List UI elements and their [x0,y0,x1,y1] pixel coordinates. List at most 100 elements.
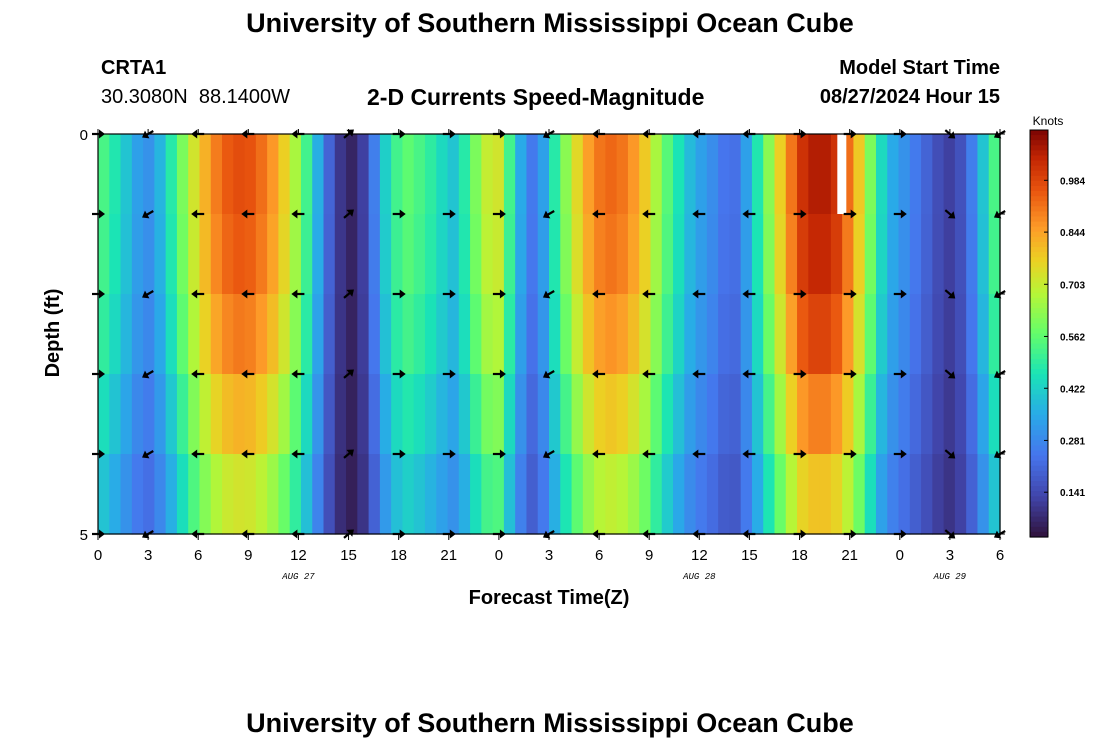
heat-cell [864,294,877,375]
heat-cell [571,374,584,455]
heat-cell [492,374,505,455]
x-tick-label: 15 [741,547,758,564]
heat-cell [98,374,110,455]
heat-cell [503,374,516,455]
heat-cell [481,294,494,375]
heat-cell [718,214,731,295]
colorbar-segment [1030,211,1048,218]
heat-cell [481,374,494,455]
heat-cell [977,454,990,535]
heat-cell [627,134,640,215]
heat-cell [988,454,1001,535]
heat-cell [808,134,821,215]
heat-cell [143,454,155,535]
colorbar-tick-label: 0.844 [1060,228,1085,239]
current-arrow [592,369,606,379]
current-arrow [893,369,907,379]
current-arrow [442,209,456,219]
heat-cell [751,134,764,215]
heat-cell [853,294,866,375]
heat-cell [650,134,663,215]
current-arrow [692,449,706,459]
y-axis: 05 [80,127,1005,544]
heat-cell [188,134,201,215]
heat-cell [120,374,133,455]
current-arrow [492,449,506,459]
current-arrow [944,449,956,459]
heat-cell [594,294,606,375]
x-date-label: AUG 28 [682,572,716,582]
heat-cell [549,214,561,295]
colorbar-segment [1030,318,1048,324]
colorbar-segment [1030,364,1048,370]
heat-cell [729,374,742,455]
heat-cell [424,214,437,295]
heat-cell [233,214,246,295]
heat-cell [470,454,482,535]
x-axis-label: Forecast Time(Z) [469,587,630,609]
heat-cell [300,454,313,535]
current-arrow [793,289,807,299]
heat-cell [605,374,618,455]
colorbar-segment [1030,353,1048,360]
heat-cell [774,454,787,535]
heat-cell [808,374,821,455]
heat-cell [481,214,494,295]
heat-cell [368,374,381,455]
heat-cell [470,374,482,455]
y-tick-label: 0 [80,127,88,144]
heat-cell [492,294,505,375]
heat-cell [537,214,550,295]
heat-cell [470,294,482,375]
heat-cell [109,134,122,215]
heat-cell [661,294,674,375]
colorbar-segment [1030,379,1048,385]
heat-cell [199,294,212,375]
heat-cell [154,374,167,455]
heat-cell [785,294,798,375]
heat-cell [222,454,234,535]
heat-cell [661,454,674,535]
heat-cell [413,134,426,215]
x-tick-label: 0 [495,547,503,564]
heat-cell [323,374,336,455]
heat-cell [199,134,212,215]
heat-cell [357,214,370,295]
colorbar-segment [1030,140,1048,146]
heat-cell [751,454,764,535]
heat-cell [774,294,787,375]
current-arrow [343,529,354,539]
heat-cell [402,374,415,455]
heat-cell [875,214,888,295]
heat-cell [379,374,392,455]
heat-cell [627,214,640,295]
heat-cell [537,454,550,535]
current-arrow [492,369,506,379]
heat-cell [954,294,967,375]
heat-cell [120,294,133,375]
colorbar-segment [1030,252,1048,258]
heat-cell [830,134,843,215]
heat-cell [977,214,990,295]
colorbar-label: Knots [1033,114,1064,128]
colorbar-segment [1030,196,1048,202]
heat-cell [368,134,381,215]
heat-cell [673,134,685,215]
heat-cell [887,294,900,375]
heat-cell [616,294,629,375]
current-arrow [793,369,807,379]
heat-cell [413,294,426,375]
heat-cell [436,214,449,295]
colorbar-segment [1030,445,1048,452]
colorbar-segment [1030,150,1048,157]
x-tick-label: 18 [791,547,808,564]
heat-cell [210,374,223,455]
y-tick-label: 5 [80,527,88,544]
x-tick-label: 18 [390,547,407,564]
heat-cell [379,134,392,215]
heat-cell [436,294,449,375]
station-coords: 30.3080N 88.1400W [101,86,291,108]
heat-cell [424,374,437,455]
heat-cell [458,134,471,215]
heat-cell [312,214,325,295]
